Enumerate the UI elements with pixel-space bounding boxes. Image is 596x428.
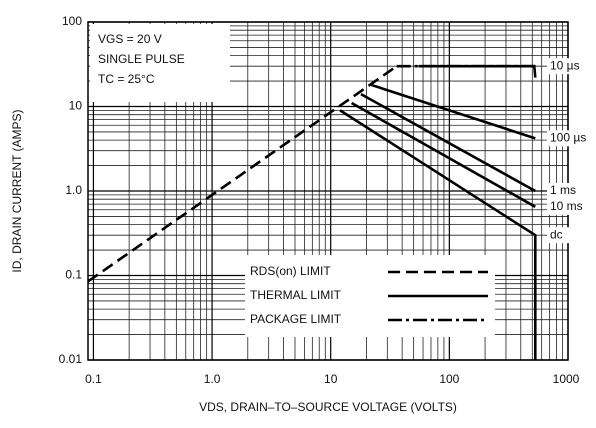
series-label: dc bbox=[550, 227, 563, 241]
y-axis-title: ID, DRAIN CURRENT (AMPS) bbox=[10, 109, 24, 272]
y-tick-label: 0.01 bbox=[59, 352, 83, 366]
series-label: 100 µs bbox=[550, 131, 586, 145]
annotation: TC = 25°C bbox=[98, 72, 155, 86]
legend-label: PACKAGE LIMIT bbox=[250, 312, 342, 326]
y-tick-label: 10 bbox=[69, 99, 83, 113]
label-bg bbox=[547, 198, 593, 215]
label-bg bbox=[547, 227, 593, 244]
x-tick-label: 100 bbox=[439, 372, 459, 386]
series-line bbox=[350, 101, 536, 208]
series-line bbox=[360, 93, 536, 193]
x-tick-label: 1.0 bbox=[204, 372, 221, 386]
x-tick-label: 0.1 bbox=[85, 372, 102, 386]
annotation-box bbox=[90, 24, 230, 102]
y-tick-label: 100 bbox=[62, 14, 82, 28]
y-tick-label: 0.1 bbox=[65, 268, 82, 282]
label-bg bbox=[547, 130, 593, 147]
x-axis-title: VDS, DRAIN–TO–SOURCE VOLTAGE (VOLTS) bbox=[199, 400, 457, 414]
series-label: 10 µs bbox=[550, 58, 580, 72]
series-label: 10 ms bbox=[550, 199, 583, 213]
annotation: SINGLE PULSE bbox=[98, 52, 185, 66]
series-line bbox=[87, 65, 398, 283]
lines bbox=[87, 64, 537, 360]
legend-label: THERMAL LIMIT bbox=[250, 288, 342, 302]
series-line bbox=[370, 83, 536, 140]
y-tick-label: 1.0 bbox=[65, 183, 82, 197]
series-line bbox=[339, 109, 537, 360]
series-line bbox=[418, 64, 537, 78]
legend-label: RDS(on) LIMIT bbox=[250, 264, 331, 278]
series-label: 1 ms bbox=[550, 183, 576, 197]
label-bg bbox=[547, 58, 593, 75]
annotation: VGS = 20 V bbox=[98, 32, 162, 46]
label-bg bbox=[547, 183, 593, 199]
x-tick-label: 1000 bbox=[553, 372, 580, 386]
x-tick-label: 10 bbox=[324, 372, 338, 386]
